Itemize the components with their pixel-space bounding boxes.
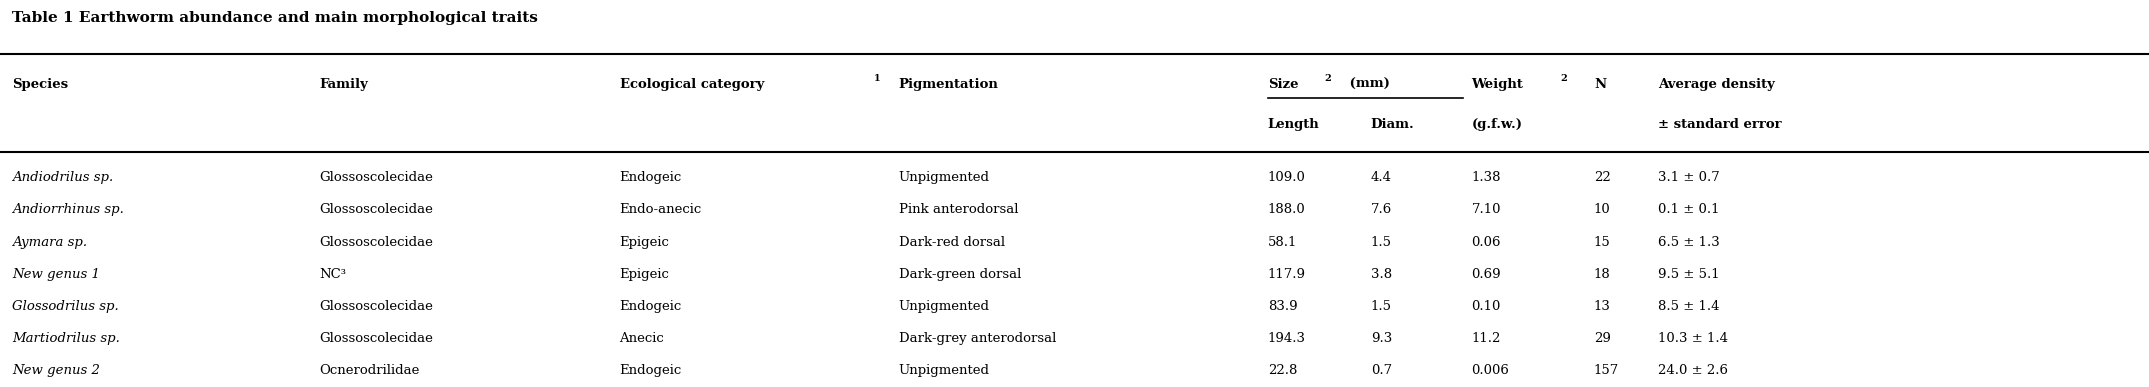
Text: Glossodrilus sp.: Glossodrilus sp. bbox=[13, 300, 118, 313]
Text: Endogeic: Endogeic bbox=[619, 300, 681, 313]
Text: 0.006: 0.006 bbox=[1472, 364, 1509, 377]
Text: Ocnerodrilidae: Ocnerodrilidae bbox=[318, 364, 419, 377]
Text: Glossoscolecidae: Glossoscolecidae bbox=[318, 332, 432, 345]
Text: 58.1: 58.1 bbox=[1268, 236, 1298, 248]
Text: Average density: Average density bbox=[1659, 77, 1775, 91]
Text: Endo-anecic: Endo-anecic bbox=[619, 204, 703, 216]
Text: NC³: NC³ bbox=[318, 268, 346, 281]
Text: New genus 1: New genus 1 bbox=[13, 268, 101, 281]
Text: 8.5 ± 1.4: 8.5 ± 1.4 bbox=[1659, 300, 1719, 313]
Text: Endogeic: Endogeic bbox=[619, 171, 681, 184]
Text: 188.0: 188.0 bbox=[1268, 204, 1304, 216]
Text: 22: 22 bbox=[1595, 171, 1610, 184]
Text: 4.4: 4.4 bbox=[1371, 171, 1393, 184]
Text: Glossoscolecidae: Glossoscolecidae bbox=[318, 236, 432, 248]
Text: 24.0 ± 2.6: 24.0 ± 2.6 bbox=[1659, 364, 1728, 377]
Text: 3.8: 3.8 bbox=[1371, 268, 1393, 281]
Text: 2: 2 bbox=[1560, 74, 1567, 83]
Text: 22.8: 22.8 bbox=[1268, 364, 1298, 377]
Text: Martiodrilus sp.: Martiodrilus sp. bbox=[13, 332, 120, 345]
Text: Family: Family bbox=[318, 77, 367, 91]
Text: Endogeic: Endogeic bbox=[619, 364, 681, 377]
Text: 83.9: 83.9 bbox=[1268, 300, 1298, 313]
Text: 3.1 ± 0.7: 3.1 ± 0.7 bbox=[1659, 171, 1719, 184]
Text: Andiodrilus sp.: Andiodrilus sp. bbox=[13, 171, 114, 184]
Text: 10: 10 bbox=[1595, 204, 1610, 216]
Text: Pigmentation: Pigmentation bbox=[898, 77, 999, 91]
Text: 157: 157 bbox=[1595, 364, 1618, 377]
Text: Aymara sp.: Aymara sp. bbox=[13, 236, 88, 248]
Text: 29: 29 bbox=[1595, 332, 1612, 345]
Text: (mm): (mm) bbox=[1345, 77, 1390, 91]
Text: 1.5: 1.5 bbox=[1371, 300, 1393, 313]
Text: 10.3 ± 1.4: 10.3 ± 1.4 bbox=[1659, 332, 1728, 345]
Text: Diam.: Diam. bbox=[1371, 118, 1414, 131]
Text: Size: Size bbox=[1268, 77, 1298, 91]
Text: 7.6: 7.6 bbox=[1371, 204, 1393, 216]
Text: Andiorrhinus sp.: Andiorrhinus sp. bbox=[13, 204, 125, 216]
Text: 0.69: 0.69 bbox=[1472, 268, 1502, 281]
Text: 7.10: 7.10 bbox=[1472, 204, 1500, 216]
Text: Glossoscolecidae: Glossoscolecidae bbox=[318, 171, 432, 184]
Text: 0.06: 0.06 bbox=[1472, 236, 1500, 248]
Text: 1.38: 1.38 bbox=[1472, 171, 1500, 184]
Text: Dark-red dorsal: Dark-red dorsal bbox=[898, 236, 1004, 248]
Text: New genus 2: New genus 2 bbox=[13, 364, 101, 377]
Text: 0.1 ± 0.1: 0.1 ± 0.1 bbox=[1659, 204, 1719, 216]
Text: Unpigmented: Unpigmented bbox=[898, 171, 989, 184]
Text: Unpigmented: Unpigmented bbox=[898, 364, 989, 377]
Text: 117.9: 117.9 bbox=[1268, 268, 1307, 281]
Text: Glossoscolecidae: Glossoscolecidae bbox=[318, 300, 432, 313]
Text: 2: 2 bbox=[1324, 74, 1330, 83]
Text: Table 1 Earthworm abundance and main morphological traits: Table 1 Earthworm abundance and main mor… bbox=[13, 11, 537, 25]
Text: 194.3: 194.3 bbox=[1268, 332, 1307, 345]
Text: Pink anterodorsal: Pink anterodorsal bbox=[898, 204, 1019, 216]
Text: 6.5 ± 1.3: 6.5 ± 1.3 bbox=[1659, 236, 1719, 248]
Text: Species: Species bbox=[13, 77, 69, 91]
Text: 1.5: 1.5 bbox=[1371, 236, 1393, 248]
Text: Weight: Weight bbox=[1472, 77, 1524, 91]
Text: 13: 13 bbox=[1595, 300, 1612, 313]
Text: 0.7: 0.7 bbox=[1371, 364, 1393, 377]
Text: 15: 15 bbox=[1595, 236, 1610, 248]
Text: 11.2: 11.2 bbox=[1472, 332, 1500, 345]
Text: 109.0: 109.0 bbox=[1268, 171, 1307, 184]
Text: Dark-green dorsal: Dark-green dorsal bbox=[898, 268, 1021, 281]
Text: 18: 18 bbox=[1595, 268, 1610, 281]
Text: Length: Length bbox=[1268, 118, 1319, 131]
Text: 0.10: 0.10 bbox=[1472, 300, 1500, 313]
Text: N: N bbox=[1595, 77, 1605, 91]
Text: Unpigmented: Unpigmented bbox=[898, 300, 989, 313]
Text: 9.5 ± 5.1: 9.5 ± 5.1 bbox=[1659, 268, 1719, 281]
Text: 1: 1 bbox=[875, 74, 881, 83]
Text: 9.3: 9.3 bbox=[1371, 332, 1393, 345]
Text: ± standard error: ± standard error bbox=[1659, 118, 1782, 131]
Text: Epigeic: Epigeic bbox=[619, 268, 668, 281]
Text: (g.f.w.): (g.f.w.) bbox=[1472, 118, 1521, 131]
Text: Ecological category: Ecological category bbox=[619, 77, 763, 91]
Text: Anecic: Anecic bbox=[619, 332, 664, 345]
Text: Glossoscolecidae: Glossoscolecidae bbox=[318, 204, 432, 216]
Text: Epigeic: Epigeic bbox=[619, 236, 668, 248]
Text: Dark-grey anterodorsal: Dark-grey anterodorsal bbox=[898, 332, 1055, 345]
